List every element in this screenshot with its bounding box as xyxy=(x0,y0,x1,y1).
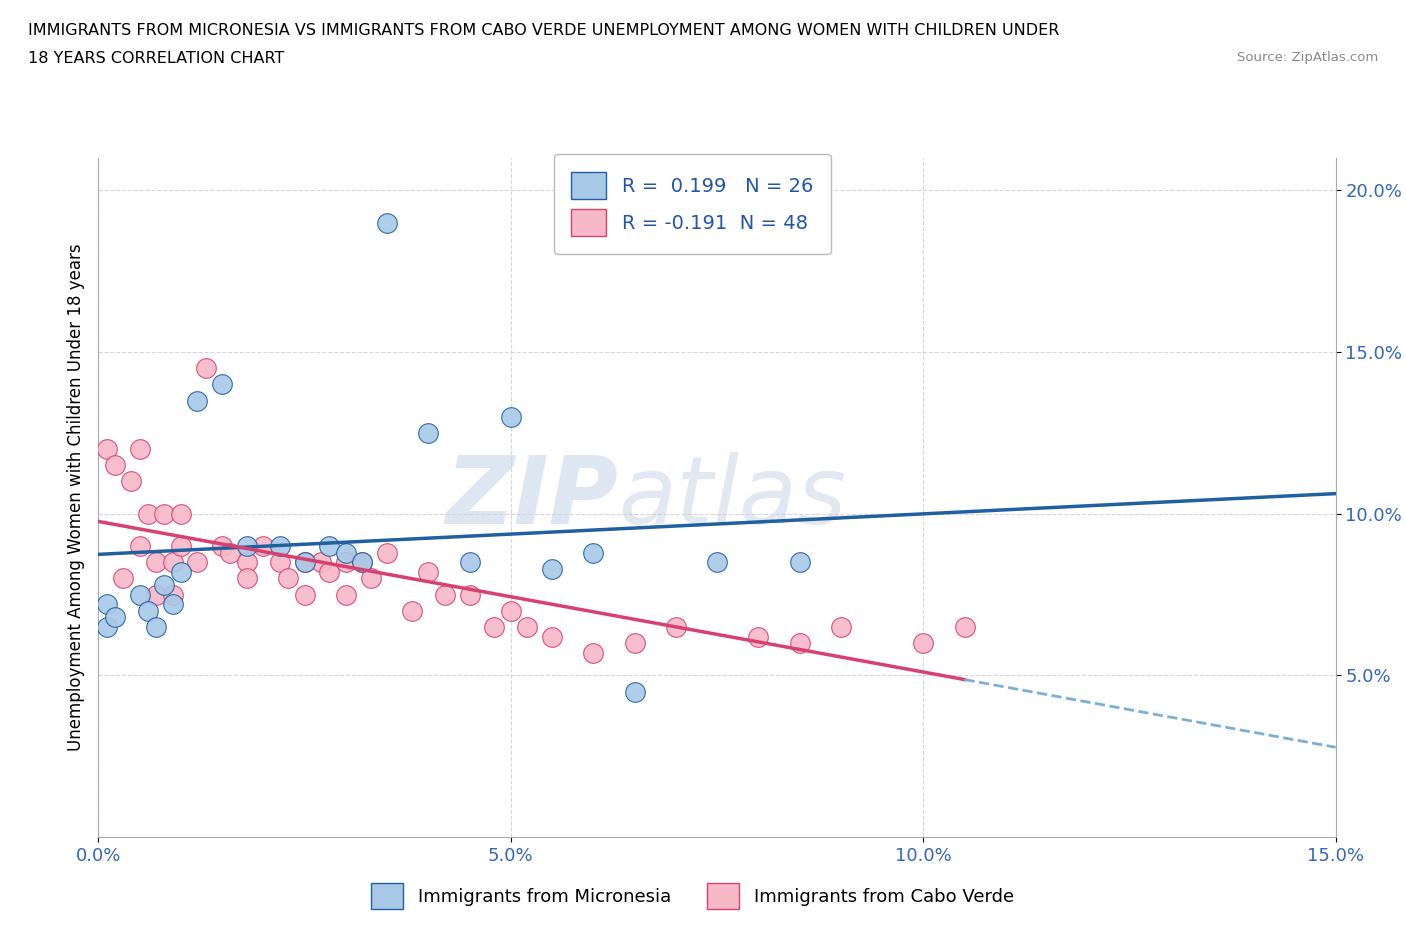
Point xyxy=(309,555,332,570)
Point xyxy=(186,393,208,408)
Point xyxy=(912,635,935,650)
Point xyxy=(145,555,167,570)
Y-axis label: Unemployment Among Women with Children Under 18 years: Unemployment Among Women with Children U… xyxy=(66,244,84,751)
Point xyxy=(582,645,605,660)
Point xyxy=(352,555,374,570)
Point xyxy=(128,442,150,457)
Point xyxy=(120,474,142,489)
Point xyxy=(269,538,291,553)
Point xyxy=(541,629,564,644)
Text: Source: ZipAtlas.com: Source: ZipAtlas.com xyxy=(1237,51,1378,64)
Point xyxy=(458,555,481,570)
Point xyxy=(112,571,135,586)
Point xyxy=(170,565,193,579)
Text: atlas: atlas xyxy=(619,452,846,543)
Point xyxy=(104,458,127,472)
Point xyxy=(170,506,193,521)
Point xyxy=(211,538,233,553)
Point xyxy=(153,506,176,521)
Point xyxy=(294,555,316,570)
Point xyxy=(516,619,538,634)
Point xyxy=(277,571,299,586)
Point xyxy=(136,506,159,521)
Point xyxy=(458,587,481,602)
Text: ZIP: ZIP xyxy=(446,452,619,543)
Point xyxy=(194,361,217,376)
Point xyxy=(665,619,688,634)
Point xyxy=(706,555,728,570)
Point xyxy=(170,538,193,553)
Point xyxy=(623,635,645,650)
Point xyxy=(401,604,423,618)
Point xyxy=(318,538,340,553)
Point xyxy=(375,216,398,231)
Point xyxy=(335,555,357,570)
Point xyxy=(269,555,291,570)
Point xyxy=(294,555,316,570)
Point xyxy=(623,684,645,699)
Point xyxy=(96,619,118,634)
Point xyxy=(145,587,167,602)
Point xyxy=(186,555,208,570)
Point xyxy=(582,545,605,560)
Point xyxy=(145,619,167,634)
Text: IMMIGRANTS FROM MICRONESIA VS IMMIGRANTS FROM CABO VERDE UNEMPLOYMENT AMONG WOME: IMMIGRANTS FROM MICRONESIA VS IMMIGRANTS… xyxy=(28,23,1060,38)
Point xyxy=(789,635,811,650)
Point xyxy=(162,597,184,612)
Point xyxy=(96,597,118,612)
Point xyxy=(128,587,150,602)
Point xyxy=(162,587,184,602)
Point xyxy=(219,545,242,560)
Point xyxy=(153,578,176,592)
Point xyxy=(352,555,374,570)
Point xyxy=(236,538,259,553)
Point xyxy=(360,571,382,586)
Point xyxy=(953,619,976,634)
Point xyxy=(236,571,259,586)
Point xyxy=(830,619,852,634)
Point xyxy=(499,409,522,424)
Point xyxy=(541,561,564,576)
Legend: Immigrants from Micronesia, Immigrants from Cabo Verde: Immigrants from Micronesia, Immigrants f… xyxy=(363,876,1021,916)
Point xyxy=(96,442,118,457)
Point xyxy=(789,555,811,570)
Point xyxy=(335,545,357,560)
Point xyxy=(236,555,259,570)
Point xyxy=(128,538,150,553)
Point xyxy=(433,587,456,602)
Point xyxy=(162,555,184,570)
Text: 18 YEARS CORRELATION CHART: 18 YEARS CORRELATION CHART xyxy=(28,51,284,66)
Point xyxy=(252,538,274,553)
Point xyxy=(211,377,233,392)
Point xyxy=(294,587,316,602)
Point xyxy=(747,629,769,644)
Point xyxy=(484,619,506,634)
Point xyxy=(375,545,398,560)
Point xyxy=(136,604,159,618)
Point xyxy=(104,610,127,625)
Point xyxy=(499,604,522,618)
Point xyxy=(418,425,440,440)
Point xyxy=(418,565,440,579)
Point xyxy=(318,565,340,579)
Point xyxy=(335,587,357,602)
